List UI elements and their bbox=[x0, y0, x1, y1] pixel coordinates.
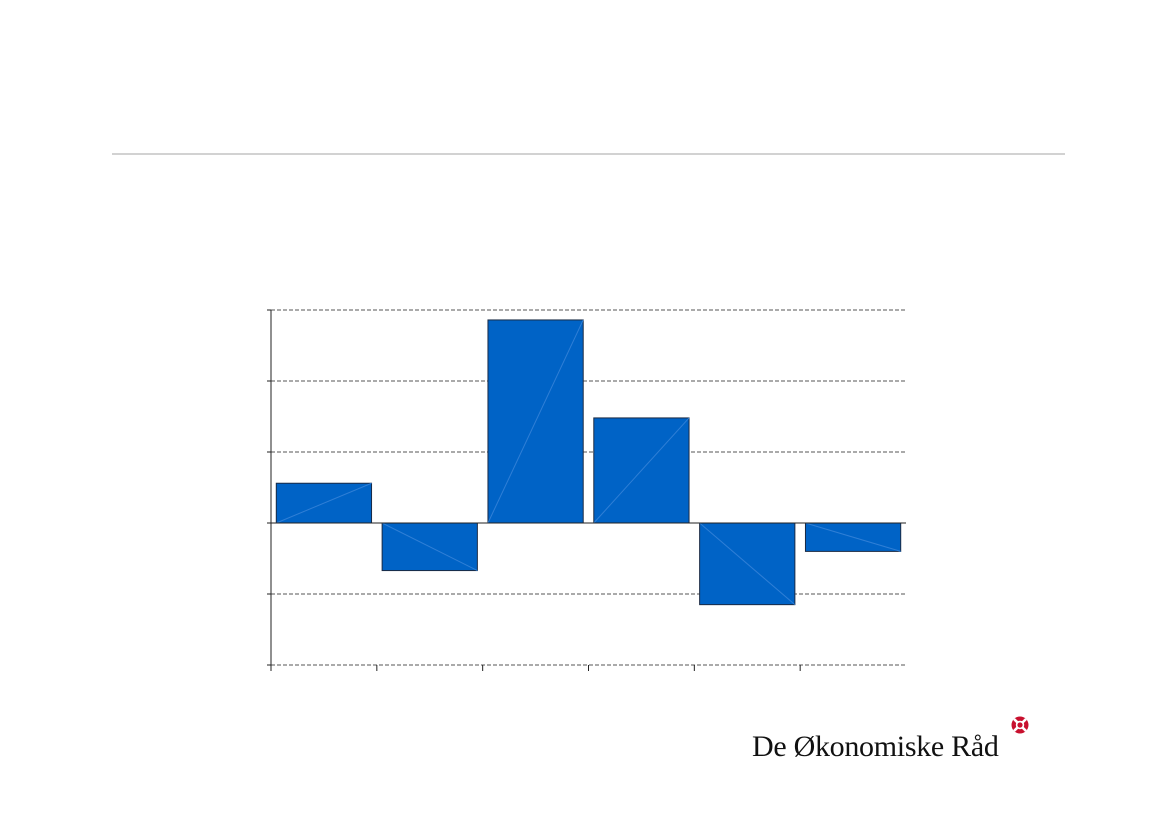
bar-seam bbox=[276, 482, 372, 524]
bar-seam bbox=[805, 522, 901, 552]
brand-name: De Økonomiske Råd bbox=[752, 730, 999, 763]
brand-logo-block: De Økonomiske Råd bbox=[752, 712, 1029, 763]
bar-seam bbox=[699, 522, 796, 606]
bar-seam bbox=[487, 319, 584, 524]
header-rule bbox=[112, 153, 1065, 155]
bar-seam bbox=[593, 417, 690, 524]
bar-seam bbox=[381, 522, 478, 572]
red-cross-circle-icon bbox=[1011, 716, 1029, 734]
